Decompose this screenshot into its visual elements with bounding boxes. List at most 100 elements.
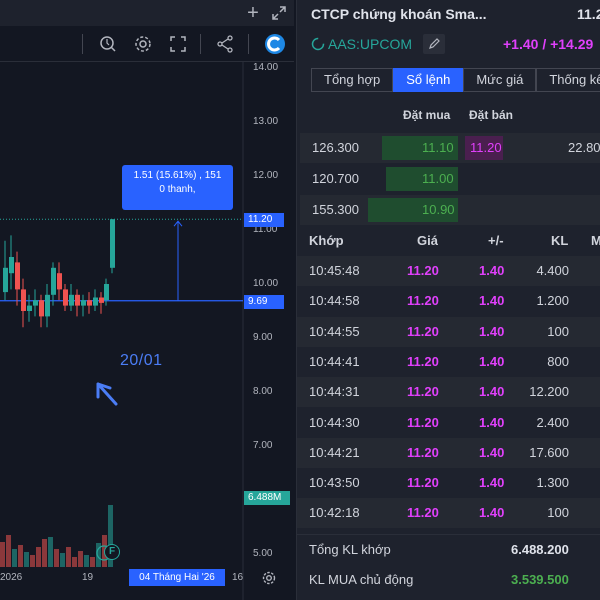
trade-price: 11.20 — [407, 414, 439, 430]
trade-price: 11.20 — [407, 384, 439, 400]
candle-body — [3, 267, 8, 293]
price-chart[interactable] — [0, 62, 294, 600]
tab-summary[interactable]: Tổng hợp — [311, 68, 394, 92]
trade-volume: 4.400 — [536, 263, 569, 278]
bid-depth-bar — [368, 198, 458, 222]
measure-arrowhead — [173, 220, 183, 227]
candle-body — [75, 294, 80, 306]
trade-volume: 800 — [547, 353, 569, 369]
chart-toolbar — [0, 26, 294, 62]
y-axis-label: 11.00 — [253, 224, 278, 235]
tab-orderbook[interactable]: Sổ lệnh — [393, 68, 464, 92]
trade-price: 11.20 — [407, 444, 439, 460]
trade-row[interactable]: 10:44:58 11.20 1.40 1.200 — [297, 286, 600, 317]
brand-logo-icon[interactable] — [264, 33, 286, 55]
bid-volume: 120.700 — [312, 171, 359, 186]
add-icon[interactable]: + — [247, 1, 259, 24]
tab-statistics[interactable]: Thống kê — [536, 68, 600, 92]
y-axis-label: 10.00 — [253, 278, 279, 289]
trade-row[interactable]: 10:43:50 11.20 1.40 1.300 — [297, 468, 600, 499]
candle-body — [51, 267, 56, 295]
volume-bar — [108, 505, 113, 567]
summary-value: 3.539.500 — [511, 572, 569, 587]
volume-bar — [72, 557, 77, 567]
y-axis-label: 5.00 — [253, 548, 273, 559]
ticker-symbol[interactable]: AAS:UPCOM — [328, 36, 413, 52]
ticker-row: AAS:UPCOM +1.40 / +14.29 — [297, 34, 600, 56]
trade-row[interactable]: 10:44:30 11.20 1.40 2.400 — [297, 407, 600, 438]
trade-row[interactable]: 10:44:21 11.20 1.40 17.600 — [297, 437, 600, 468]
trade-change: 1.40 — [479, 384, 505, 400]
volume-bar — [48, 537, 53, 567]
volume-tag: 6.488M — [244, 491, 290, 505]
trade-row[interactable]: 10:44:31 11.20 1.40 12.200 — [297, 377, 600, 408]
settings-icon[interactable] — [132, 33, 154, 55]
volume-bar — [42, 539, 47, 567]
edit-icon[interactable] — [423, 34, 445, 54]
trade-time: 10:43:50 — [309, 475, 360, 491]
toolbar-divider — [200, 34, 201, 54]
volume-bar — [84, 555, 89, 567]
y-axis-label: 7.00 — [253, 440, 273, 451]
share-icon[interactable] — [214, 33, 236, 55]
trade-change: 1.40 — [479, 263, 505, 278]
market-status-icon — [311, 37, 325, 56]
trades-list[interactable]: 10:45:48 11.20 1.40 4.400 10:44:58 11.20 1.40 1… — [297, 256, 600, 530]
y-axis-label: 9.00 — [253, 332, 273, 343]
candle-body — [104, 284, 109, 301]
y-axis-label: 14.00 — [253, 62, 279, 73]
volume-bar — [60, 553, 65, 567]
company-title: CTCP chứng khoán Sma... — [311, 6, 487, 22]
trade-price: 11.20 — [407, 353, 439, 369]
fullscreen-icon[interactable] — [167, 33, 189, 55]
candle-body — [21, 289, 26, 311]
quick-search-icon[interactable] — [97, 33, 119, 55]
volume-bar — [24, 552, 29, 567]
toolbar-divider — [248, 34, 249, 54]
trade-row[interactable]: 10:42:18 11.20 1.40 100 — [297, 498, 600, 529]
trade-change: 1.40 — [479, 505, 505, 521]
candle-body — [81, 300, 86, 306]
chart-panel[interactable]: + 14.00 13.00 12.00 11.00 10.00 9.00 8.0… — [0, 0, 294, 600]
trade-volume: 100 — [547, 323, 569, 339]
volume-bar — [90, 557, 95, 567]
candle-body — [9, 257, 14, 274]
expand-icon[interactable] — [268, 2, 290, 24]
volume-bar — [12, 549, 17, 567]
bid-header: Đặt mua — [403, 108, 451, 122]
candle-body — [27, 305, 32, 311]
orderbook-row: 155.300 10.90 — [300, 195, 600, 225]
summary-label: KL MUA chủ động — [309, 572, 414, 587]
bid-price[interactable]: 11.00 — [422, 171, 454, 186]
ask-price[interactable]: 11.20 — [470, 140, 502, 155]
trade-change: 1.40 — [479, 475, 505, 491]
trade-time: 10:44:58 — [309, 293, 360, 309]
candle-body — [110, 219, 115, 268]
trade-row[interactable]: 10:45:48 11.20 1.40 4.400 — [297, 256, 600, 286]
candle-body — [87, 300, 92, 306]
trade-change: 1.40 — [479, 293, 505, 309]
cursor-price-tag: 9.69 — [244, 295, 284, 309]
axis-settings-icon[interactable] — [258, 567, 280, 589]
y-axis-label: 12.00 — [253, 170, 279, 181]
bid-price[interactable]: 11.10 — [422, 140, 454, 155]
trade-row[interactable]: 10:44:55 11.20 1.40 100 — [297, 316, 600, 347]
volume-bar — [36, 547, 41, 567]
trade-row[interactable]: 10:44:41 11.20 1.40 800 — [297, 346, 600, 377]
col-price: Giá — [417, 233, 438, 248]
candle-body — [33, 300, 38, 306]
volume-bar — [54, 549, 59, 567]
x-axis-label: 2026 — [0, 572, 23, 583]
orderbook-row: 120.700 11.00 — [300, 164, 600, 194]
event-badge[interactable]: F — [104, 544, 120, 560]
x-axis-label: 19 — [82, 572, 94, 583]
bid-price[interactable]: 10.90 — [422, 202, 455, 217]
tab-price-levels[interactable]: Mức giá — [463, 68, 537, 92]
bid-volume: 126.300 — [312, 140, 359, 155]
volume-bar — [30, 555, 35, 567]
trade-volume: 100 — [547, 505, 569, 521]
trade-volume: 2.400 — [536, 414, 569, 430]
candle-body — [93, 297, 98, 306]
annotation-text[interactable]: 20/01 — [120, 352, 163, 369]
candle-body — [39, 300, 44, 317]
